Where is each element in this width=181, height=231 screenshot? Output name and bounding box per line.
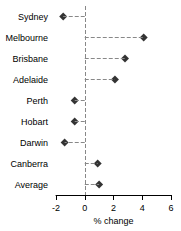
svg-text:4: 4 [140,203,145,213]
svg-text:Adelaide: Adelaide [13,75,48,85]
svg-text:0: 0 [82,203,87,213]
svg-text:% change: % change [93,216,133,226]
svg-text:Brisbane: Brisbane [12,54,48,64]
svg-text:2: 2 [111,203,116,213]
svg-text:Sydney: Sydney [18,12,49,22]
svg-text:Canberra: Canberra [10,159,48,169]
svg-text:Average: Average [15,180,48,190]
svg-text:Darwin: Darwin [20,138,48,148]
svg-text:-2: -2 [52,203,60,213]
svg-text:Melbourne: Melbourne [5,33,48,43]
svg-text:6: 6 [168,203,173,213]
svg-text:Perth: Perth [26,96,48,106]
svg-text:Hobart: Hobart [21,117,49,127]
